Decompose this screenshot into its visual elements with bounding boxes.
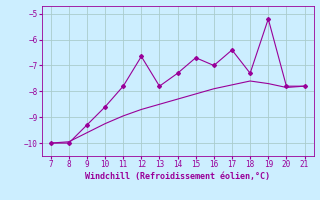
X-axis label: Windchill (Refroidissement éolien,°C): Windchill (Refroidissement éolien,°C) (85, 172, 270, 181)
